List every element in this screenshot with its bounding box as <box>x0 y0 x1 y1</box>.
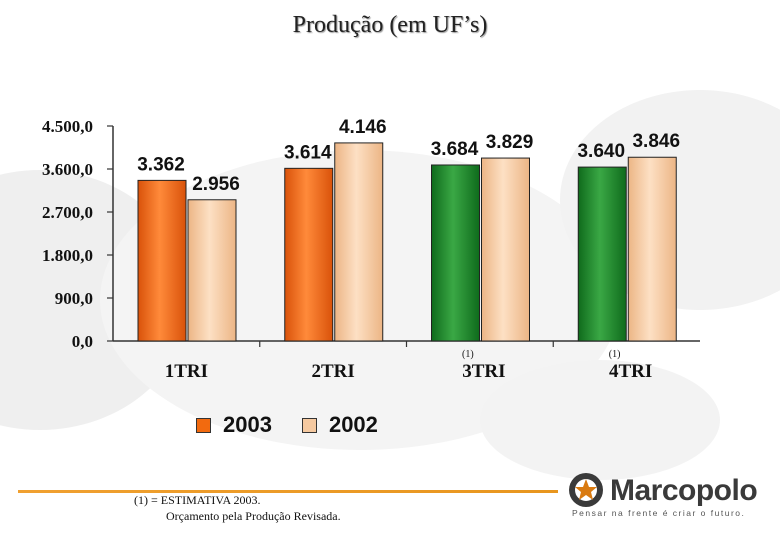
x-category-label: 3TRI <box>462 361 505 382</box>
legend-item-2002: 2002 <box>301 412 378 438</box>
category-footnote-marker: (1) <box>609 349 621 360</box>
marcopolo-logo: Marcopolo Pensar na frente é criar o fut… <box>562 470 772 526</box>
data-label-2002: 4.146 <box>339 117 387 138</box>
bar-2003 <box>284 167 334 342</box>
footnote-line-1: (1) = ESTIMATIVA 2003. <box>134 493 261 507</box>
bar-chart: 0,0 900,0 1.800,0 2.700,0 3.600,0 4.500,0 3.36… <box>42 117 700 382</box>
footnote-line-2: Orçamento pela Produção Revisada. <box>166 509 341 523</box>
chart-title: Produção (em UF’s) <box>292 12 488 38</box>
legend-swatch-2003 <box>196 417 211 433</box>
y-tick-label: 2.700,0 <box>42 203 93 222</box>
category-footnote-marker: (1) <box>462 349 474 360</box>
y-tick-label: 1.800,0 <box>42 246 93 265</box>
bar-2002 <box>334 142 384 342</box>
bar-2002 <box>627 156 677 342</box>
data-label-2003: 3.614 <box>284 142 332 163</box>
x-category-label: 4TRI <box>609 361 652 382</box>
data-label-2002: 3.829 <box>486 132 534 153</box>
data-label-2003: 3.684 <box>431 139 479 160</box>
x-category-label: 2TRI <box>311 361 354 382</box>
bar-2003 <box>577 166 627 342</box>
y-tick-label: 900,0 <box>55 289 93 308</box>
legend-label-2002: 2002 <box>328 412 378 437</box>
bar-2003 <box>431 164 480 342</box>
y-tick-label: 4.500,0 <box>42 117 93 136</box>
legend-label-2003: 2003 <box>223 412 272 437</box>
data-label-2003: 3.362 <box>137 154 185 175</box>
bar-2002 <box>481 157 530 342</box>
data-label-2003: 3.640 <box>577 141 625 162</box>
y-tick-label: 0,0 <box>72 332 93 351</box>
y-tick-label: 3.600,0 <box>42 160 93 179</box>
bar-2002 <box>187 199 237 342</box>
x-category-label: 1TRI <box>165 361 208 382</box>
footnote: (1) = ESTIMATIVA 2003. Orçamento pela Pr… <box>134 492 341 524</box>
bar-2003 <box>137 179 187 342</box>
legend-item-2003: 2003 <box>196 412 272 438</box>
logo-wordmark: Marcopolo <box>610 474 758 507</box>
data-label-2002: 2.956 <box>192 174 240 195</box>
footer-divider <box>18 490 558 493</box>
data-label-2002: 3.846 <box>632 131 680 152</box>
chart-legend: 2003 2002 <box>196 412 408 438</box>
marcopolo-star-icon <box>569 473 603 507</box>
logo-tagline: Pensar na frente é criar o futuro. <box>572 508 746 518</box>
legend-swatch-2002 <box>301 417 317 433</box>
